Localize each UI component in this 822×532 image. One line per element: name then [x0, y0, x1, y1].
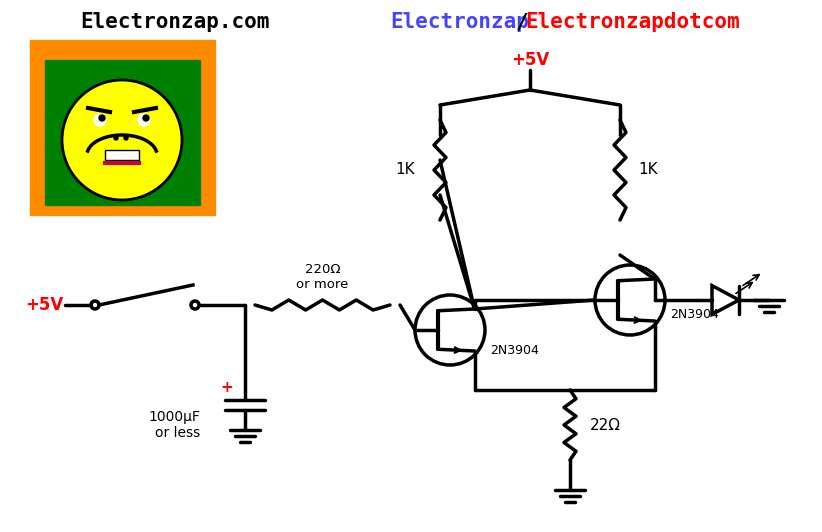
Circle shape [138, 114, 150, 126]
FancyBboxPatch shape [30, 40, 215, 215]
Text: 1K: 1K [638, 162, 658, 178]
FancyBboxPatch shape [105, 150, 139, 160]
Circle shape [143, 115, 149, 121]
FancyBboxPatch shape [45, 60, 200, 205]
Text: /: / [516, 12, 529, 32]
Circle shape [94, 114, 106, 126]
Text: Electronzap.com: Electronzap.com [81, 12, 270, 32]
Text: 1K: 1K [395, 162, 415, 178]
Text: +5V: +5V [25, 296, 63, 314]
Text: 220Ω
or more: 220Ω or more [296, 263, 349, 291]
Text: 1000μF
or less: 1000μF or less [148, 410, 200, 440]
Circle shape [114, 136, 118, 140]
Text: 22Ω: 22Ω [590, 418, 621, 433]
Text: 2N3904: 2N3904 [670, 309, 719, 321]
Circle shape [99, 115, 105, 121]
Circle shape [62, 80, 182, 200]
Text: Electronzapdotcom: Electronzapdotcom [525, 12, 740, 32]
Text: +: + [220, 380, 233, 395]
Text: 2N3904: 2N3904 [490, 344, 539, 356]
Text: Electronzap: Electronzap [390, 12, 529, 32]
Text: +5V: +5V [511, 51, 549, 69]
Circle shape [124, 136, 128, 140]
